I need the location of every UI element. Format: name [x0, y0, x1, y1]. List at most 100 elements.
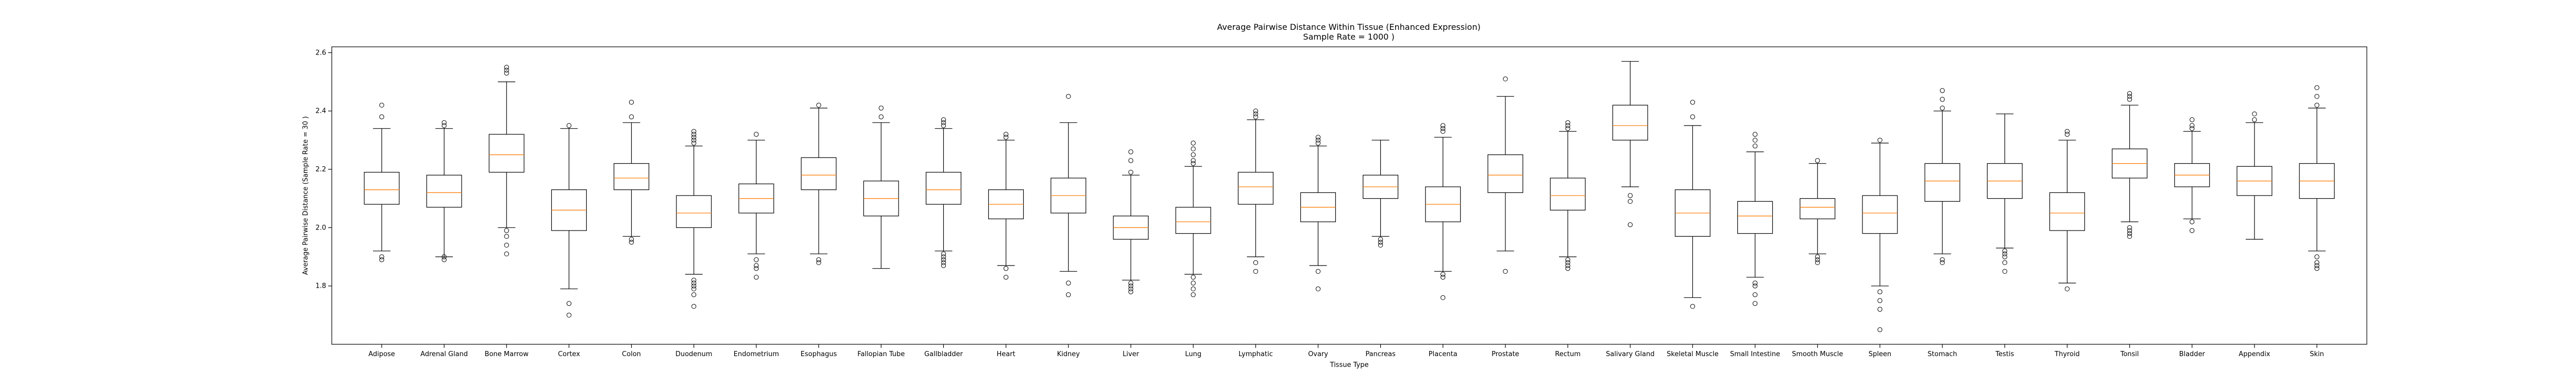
flier-point [941, 263, 946, 268]
y-tick-label: 2.4 [315, 108, 326, 115]
flier-point [566, 123, 572, 128]
flier-point [504, 67, 509, 73]
flier-point [1503, 269, 1508, 274]
x-tick-label: Salivary Gland [1606, 350, 1654, 358]
flier-point [941, 251, 946, 257]
flier-point [941, 123, 946, 128]
flier-point [878, 114, 884, 119]
flier-point [1752, 283, 1758, 289]
flier-point [2064, 132, 2070, 137]
x-tick-label: Skeletal Muscle [1667, 350, 1719, 358]
x-tick-label: Spleen [1869, 350, 1891, 358]
box-iqr [1175, 207, 1211, 234]
box-iqr [1612, 104, 1648, 140]
box-iqr [1800, 198, 1836, 219]
box-group [426, 120, 462, 262]
flier-point [1752, 280, 1758, 286]
box-group [863, 105, 899, 269]
flier-point [2252, 117, 2257, 122]
flier-point [2002, 260, 2007, 266]
flier-point [1440, 272, 1446, 277]
flier-point [2190, 126, 2195, 131]
flier-point [504, 251, 509, 257]
box-group [801, 102, 837, 266]
x-tick-label: Kidney [1057, 350, 1080, 358]
flier-point [566, 301, 572, 306]
x-tick-label: Small Intestine [1730, 350, 1780, 358]
x-tick-label: Endometrium [734, 350, 779, 358]
flier-point [1440, 295, 1446, 301]
flier-point [2002, 248, 2007, 254]
flier-point [1752, 301, 1758, 306]
x-tick-label: Testis [1995, 350, 2014, 358]
flier-point [2002, 254, 2007, 259]
flier-point [1378, 237, 1383, 242]
flier-point [2190, 228, 2195, 233]
flier-point [1066, 280, 1071, 286]
x-tick-label: Ovary [1308, 350, 1328, 358]
y-tick-label: 2.2 [315, 166, 326, 173]
x-tick-label: Gallbladder [924, 350, 963, 358]
flier-point [1003, 266, 1009, 271]
flier-point [1752, 132, 1758, 137]
flier-point [691, 280, 697, 286]
box-iqr [364, 172, 400, 205]
x-tick-label: Smooth Muscle [1792, 350, 1843, 358]
flier-point [2127, 97, 2132, 102]
flier-point [504, 242, 509, 248]
box-group [551, 123, 587, 318]
box-group [1238, 108, 1274, 274]
box-group [1550, 120, 1586, 271]
flier-point [1128, 169, 1133, 175]
flier-point [1315, 137, 1321, 143]
box-group [2299, 85, 2335, 271]
flier-point [754, 132, 759, 137]
chart-title: Average Pairwise Distance Within Tissue … [1217, 22, 1480, 32]
flier-point [1315, 134, 1321, 140]
flier-point [1128, 158, 1133, 163]
flier-point [2314, 263, 2319, 268]
flier-point [2190, 219, 2195, 224]
flier-point [1940, 88, 1945, 93]
flier-point [754, 266, 759, 271]
box-group [676, 129, 712, 309]
flier-point [691, 137, 697, 143]
plot-frame [331, 46, 2367, 345]
flier-point [1003, 274, 1009, 280]
flier-point [1752, 143, 1758, 149]
x-tick-label: Bone Marrow [485, 350, 529, 358]
box-group [1674, 99, 1710, 309]
box-group [2236, 111, 2273, 240]
box-group [1425, 123, 1461, 301]
flier-point [1877, 289, 1883, 294]
flier-point [1815, 254, 1820, 259]
flier-point [1253, 260, 1258, 266]
box-group [1050, 94, 1087, 297]
plot-area: 1.8 2.0 2.2 2.4 2.6 Adipose Adrenal Gland Bone … [315, 49, 2335, 358]
flier-point [379, 114, 384, 119]
flier-point [379, 102, 384, 108]
flier-point [1066, 292, 1071, 297]
flier-point [2314, 94, 2319, 99]
flier-point [442, 254, 447, 259]
flier-point [1940, 97, 1945, 102]
x-tick-label: Appendix [2239, 350, 2270, 358]
flier-point [1628, 193, 1633, 198]
flier-point [2314, 102, 2319, 108]
x-tick-label: Prostate [1492, 350, 1519, 358]
flier-point [566, 312, 572, 318]
x-tick-label: Placenta [1429, 350, 1458, 358]
flier-point [691, 132, 697, 137]
flier-point [1815, 257, 1820, 262]
flier-point [754, 263, 759, 268]
x-tick-label: Tonsil [2120, 350, 2139, 358]
box-group [1612, 61, 1648, 227]
flier-point [1565, 120, 1570, 126]
x-tick-label: Esophagus [801, 350, 837, 358]
x-tick-label: Duodenum [675, 350, 713, 358]
flier-point [629, 114, 634, 119]
flier-point [1253, 269, 1258, 274]
flier-point [1253, 111, 1258, 117]
flier-point [1690, 99, 1696, 105]
